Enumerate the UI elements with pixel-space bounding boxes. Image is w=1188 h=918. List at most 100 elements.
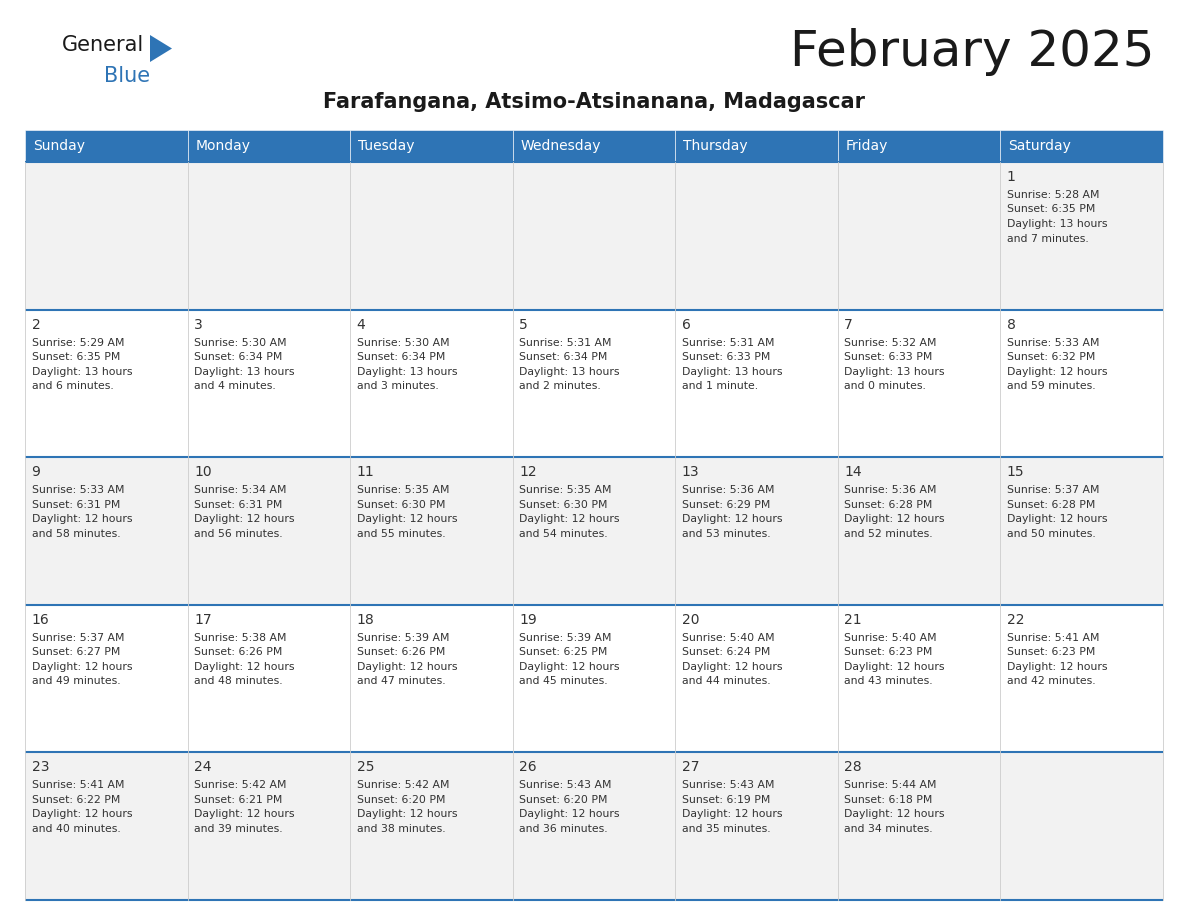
Text: 13: 13 [682,465,700,479]
Text: Daylight: 12 hours: Daylight: 12 hours [519,810,620,820]
Text: Wednesday: Wednesday [520,139,601,153]
Text: and 45 minutes.: and 45 minutes. [519,677,608,687]
Text: and 49 minutes.: and 49 minutes. [32,677,120,687]
Text: Sunset: 6:28 PM: Sunset: 6:28 PM [1007,499,1095,509]
Text: Sunrise: 5:44 AM: Sunrise: 5:44 AM [845,780,937,790]
Text: and 0 minutes.: and 0 minutes. [845,381,927,391]
Text: 21: 21 [845,613,862,627]
Text: 17: 17 [194,613,211,627]
Bar [25,605,1163,753]
Text: 5: 5 [519,318,527,331]
Bar [25,309,1163,457]
Text: 3: 3 [194,318,203,331]
Text: 24: 24 [194,760,211,775]
Text: and 2 minutes.: and 2 minutes. [519,381,601,391]
Text: Sunset: 6:27 PM: Sunset: 6:27 PM [32,647,120,657]
Text: Daylight: 12 hours: Daylight: 12 hours [194,810,295,820]
Text: Farafangana, Atsimo-Atsinanana, Madagascar: Farafangana, Atsimo-Atsinanana, Madagasc… [323,92,865,112]
Text: 16: 16 [32,613,49,627]
Text: General: General [62,35,144,55]
Bar [188,130,350,162]
Text: 8: 8 [1007,318,1016,331]
Text: and 4 minutes.: and 4 minutes. [194,381,276,391]
Text: Sunset: 6:31 PM: Sunset: 6:31 PM [194,499,283,509]
Text: Daylight: 13 hours: Daylight: 13 hours [682,366,782,376]
Text: and 42 minutes.: and 42 minutes. [1007,677,1095,687]
Text: Sunset: 6:30 PM: Sunset: 6:30 PM [519,499,608,509]
Text: 4: 4 [356,318,366,331]
Text: Sunrise: 5:40 AM: Sunrise: 5:40 AM [682,633,775,643]
Text: Tuesday: Tuesday [359,139,415,153]
Text: Daylight: 12 hours: Daylight: 12 hours [845,662,944,672]
Bar [25,753,1163,900]
Text: Sunrise: 5:42 AM: Sunrise: 5:42 AM [356,780,449,790]
Text: and 47 minutes.: and 47 minutes. [356,677,446,687]
Text: Sunset: 6:20 PM: Sunset: 6:20 PM [519,795,608,805]
Text: 18: 18 [356,613,374,627]
Text: and 59 minutes.: and 59 minutes. [1007,381,1095,391]
Text: 10: 10 [194,465,211,479]
Text: Daylight: 12 hours: Daylight: 12 hours [682,662,782,672]
Text: Sunset: 6:20 PM: Sunset: 6:20 PM [356,795,446,805]
Text: Monday: Monday [196,139,251,153]
Text: 23: 23 [32,760,49,775]
Text: Sunrise: 5:43 AM: Sunrise: 5:43 AM [519,780,612,790]
Text: and 43 minutes.: and 43 minutes. [845,677,933,687]
Text: Sunrise: 5:30 AM: Sunrise: 5:30 AM [356,338,449,348]
Text: Friday: Friday [846,139,889,153]
Text: and 7 minutes.: and 7 minutes. [1007,233,1088,243]
Text: Sunset: 6:34 PM: Sunset: 6:34 PM [356,353,446,362]
Text: Sunset: 6:35 PM: Sunset: 6:35 PM [32,353,120,362]
Text: Saturday: Saturday [1009,139,1072,153]
Text: and 52 minutes.: and 52 minutes. [845,529,933,539]
Text: 19: 19 [519,613,537,627]
Text: 2: 2 [32,318,40,331]
Text: Daylight: 12 hours: Daylight: 12 hours [356,662,457,672]
Text: Sunset: 6:32 PM: Sunset: 6:32 PM [1007,353,1095,362]
Text: 11: 11 [356,465,374,479]
Text: Daylight: 12 hours: Daylight: 12 hours [519,514,620,524]
Text: Sunset: 6:24 PM: Sunset: 6:24 PM [682,647,770,657]
Text: Sunset: 6:33 PM: Sunset: 6:33 PM [845,353,933,362]
Text: Daylight: 12 hours: Daylight: 12 hours [356,514,457,524]
Text: Sunrise: 5:36 AM: Sunrise: 5:36 AM [682,486,775,495]
Text: Daylight: 12 hours: Daylight: 12 hours [32,662,132,672]
Text: Sunrise: 5:31 AM: Sunrise: 5:31 AM [682,338,775,348]
Text: Daylight: 13 hours: Daylight: 13 hours [845,366,944,376]
Text: 14: 14 [845,465,862,479]
Text: Sunrise: 5:41 AM: Sunrise: 5:41 AM [32,780,124,790]
Text: Daylight: 12 hours: Daylight: 12 hours [682,514,782,524]
Text: Sunrise: 5:41 AM: Sunrise: 5:41 AM [1007,633,1099,643]
Text: Sunset: 6:21 PM: Sunset: 6:21 PM [194,795,283,805]
Text: and 55 minutes.: and 55 minutes. [356,529,446,539]
Bar [838,130,1000,162]
Text: Sunrise: 5:37 AM: Sunrise: 5:37 AM [32,633,124,643]
Text: Sunrise: 5:40 AM: Sunrise: 5:40 AM [845,633,937,643]
Text: 15: 15 [1007,465,1024,479]
Text: and 38 minutes.: and 38 minutes. [356,823,446,834]
Text: Blue: Blue [105,66,150,86]
Text: Sunrise: 5:43 AM: Sunrise: 5:43 AM [682,780,775,790]
Bar [513,130,675,162]
Bar [25,162,1163,309]
Text: Sunrise: 5:39 AM: Sunrise: 5:39 AM [519,633,612,643]
Text: Daylight: 13 hours: Daylight: 13 hours [32,366,132,376]
Text: and 44 minutes.: and 44 minutes. [682,677,770,687]
Text: Daylight: 12 hours: Daylight: 12 hours [32,514,132,524]
Text: 28: 28 [845,760,862,775]
Text: Sunrise: 5:39 AM: Sunrise: 5:39 AM [356,633,449,643]
Text: Sunset: 6:18 PM: Sunset: 6:18 PM [845,795,933,805]
Polygon shape [150,35,172,62]
Text: Sunrise: 5:30 AM: Sunrise: 5:30 AM [194,338,286,348]
Text: Sunset: 6:28 PM: Sunset: 6:28 PM [845,499,933,509]
Text: and 36 minutes.: and 36 minutes. [519,823,608,834]
Text: 26: 26 [519,760,537,775]
Text: 1: 1 [1007,170,1016,184]
Bar [25,457,1163,605]
Text: Daylight: 12 hours: Daylight: 12 hours [1007,366,1107,376]
Text: Sunset: 6:23 PM: Sunset: 6:23 PM [845,647,933,657]
Text: Sunrise: 5:33 AM: Sunrise: 5:33 AM [1007,338,1099,348]
Text: and 48 minutes.: and 48 minutes. [194,677,283,687]
Text: Sunrise: 5:35 AM: Sunrise: 5:35 AM [519,486,612,495]
Text: Sunset: 6:30 PM: Sunset: 6:30 PM [356,499,446,509]
